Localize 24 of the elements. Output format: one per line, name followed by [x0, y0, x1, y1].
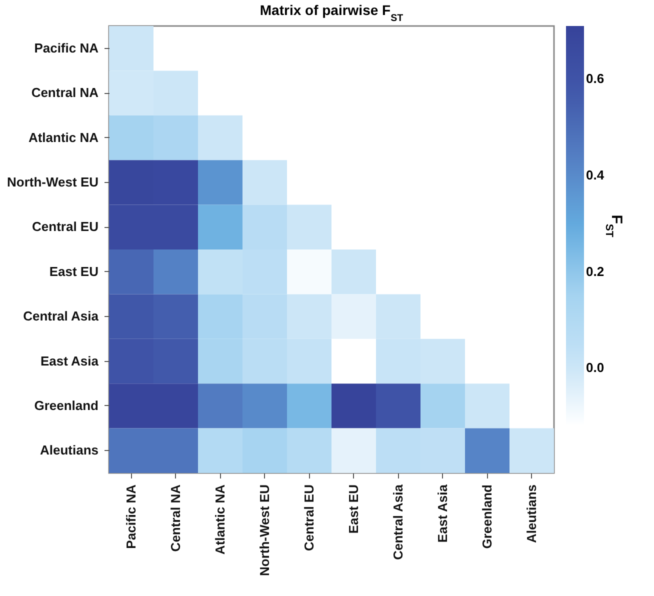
x-tick-label: Greenland [479, 484, 494, 549]
y-tick-label: North-West EU [7, 174, 98, 190]
y-tick-label: Central EU [32, 219, 98, 234]
x-tick-label: Aleutians [524, 484, 539, 544]
color-bar-label: 0.0 [586, 360, 604, 376]
color-bar-label: 0.4 [586, 167, 605, 182]
x-tick-label: Central EU [301, 484, 316, 551]
x-tick-label: East Asia [434, 484, 450, 543]
y-tick-label: Central NA [31, 85, 100, 100]
y-tick-label: Pacific NA [34, 40, 100, 56]
x-tick-label: East EU [346, 484, 361, 534]
x-tick-label: North-West EU [256, 484, 272, 576]
color-bar-label: 0.6 [586, 71, 604, 86]
x-tick-label: Central NA [168, 484, 183, 552]
y-tick-label: East Asia [40, 353, 100, 368]
color-bar-label: 0.2 [586, 264, 604, 279]
x-tick-label: Atlantic NA [212, 484, 228, 555]
y-tick-label: Greenland [34, 398, 99, 413]
y-tick-label: East EU [49, 264, 98, 279]
chart-title: Matrix of pairwise F$_{ST}$ [260, 2, 404, 24]
y-tick-label: Central Asia [23, 308, 100, 324]
y-tick-label: Atlantic NA [28, 130, 100, 145]
x-tick-label: Central Asia [390, 484, 406, 560]
y-tick-label: Aleutians [40, 442, 98, 458]
